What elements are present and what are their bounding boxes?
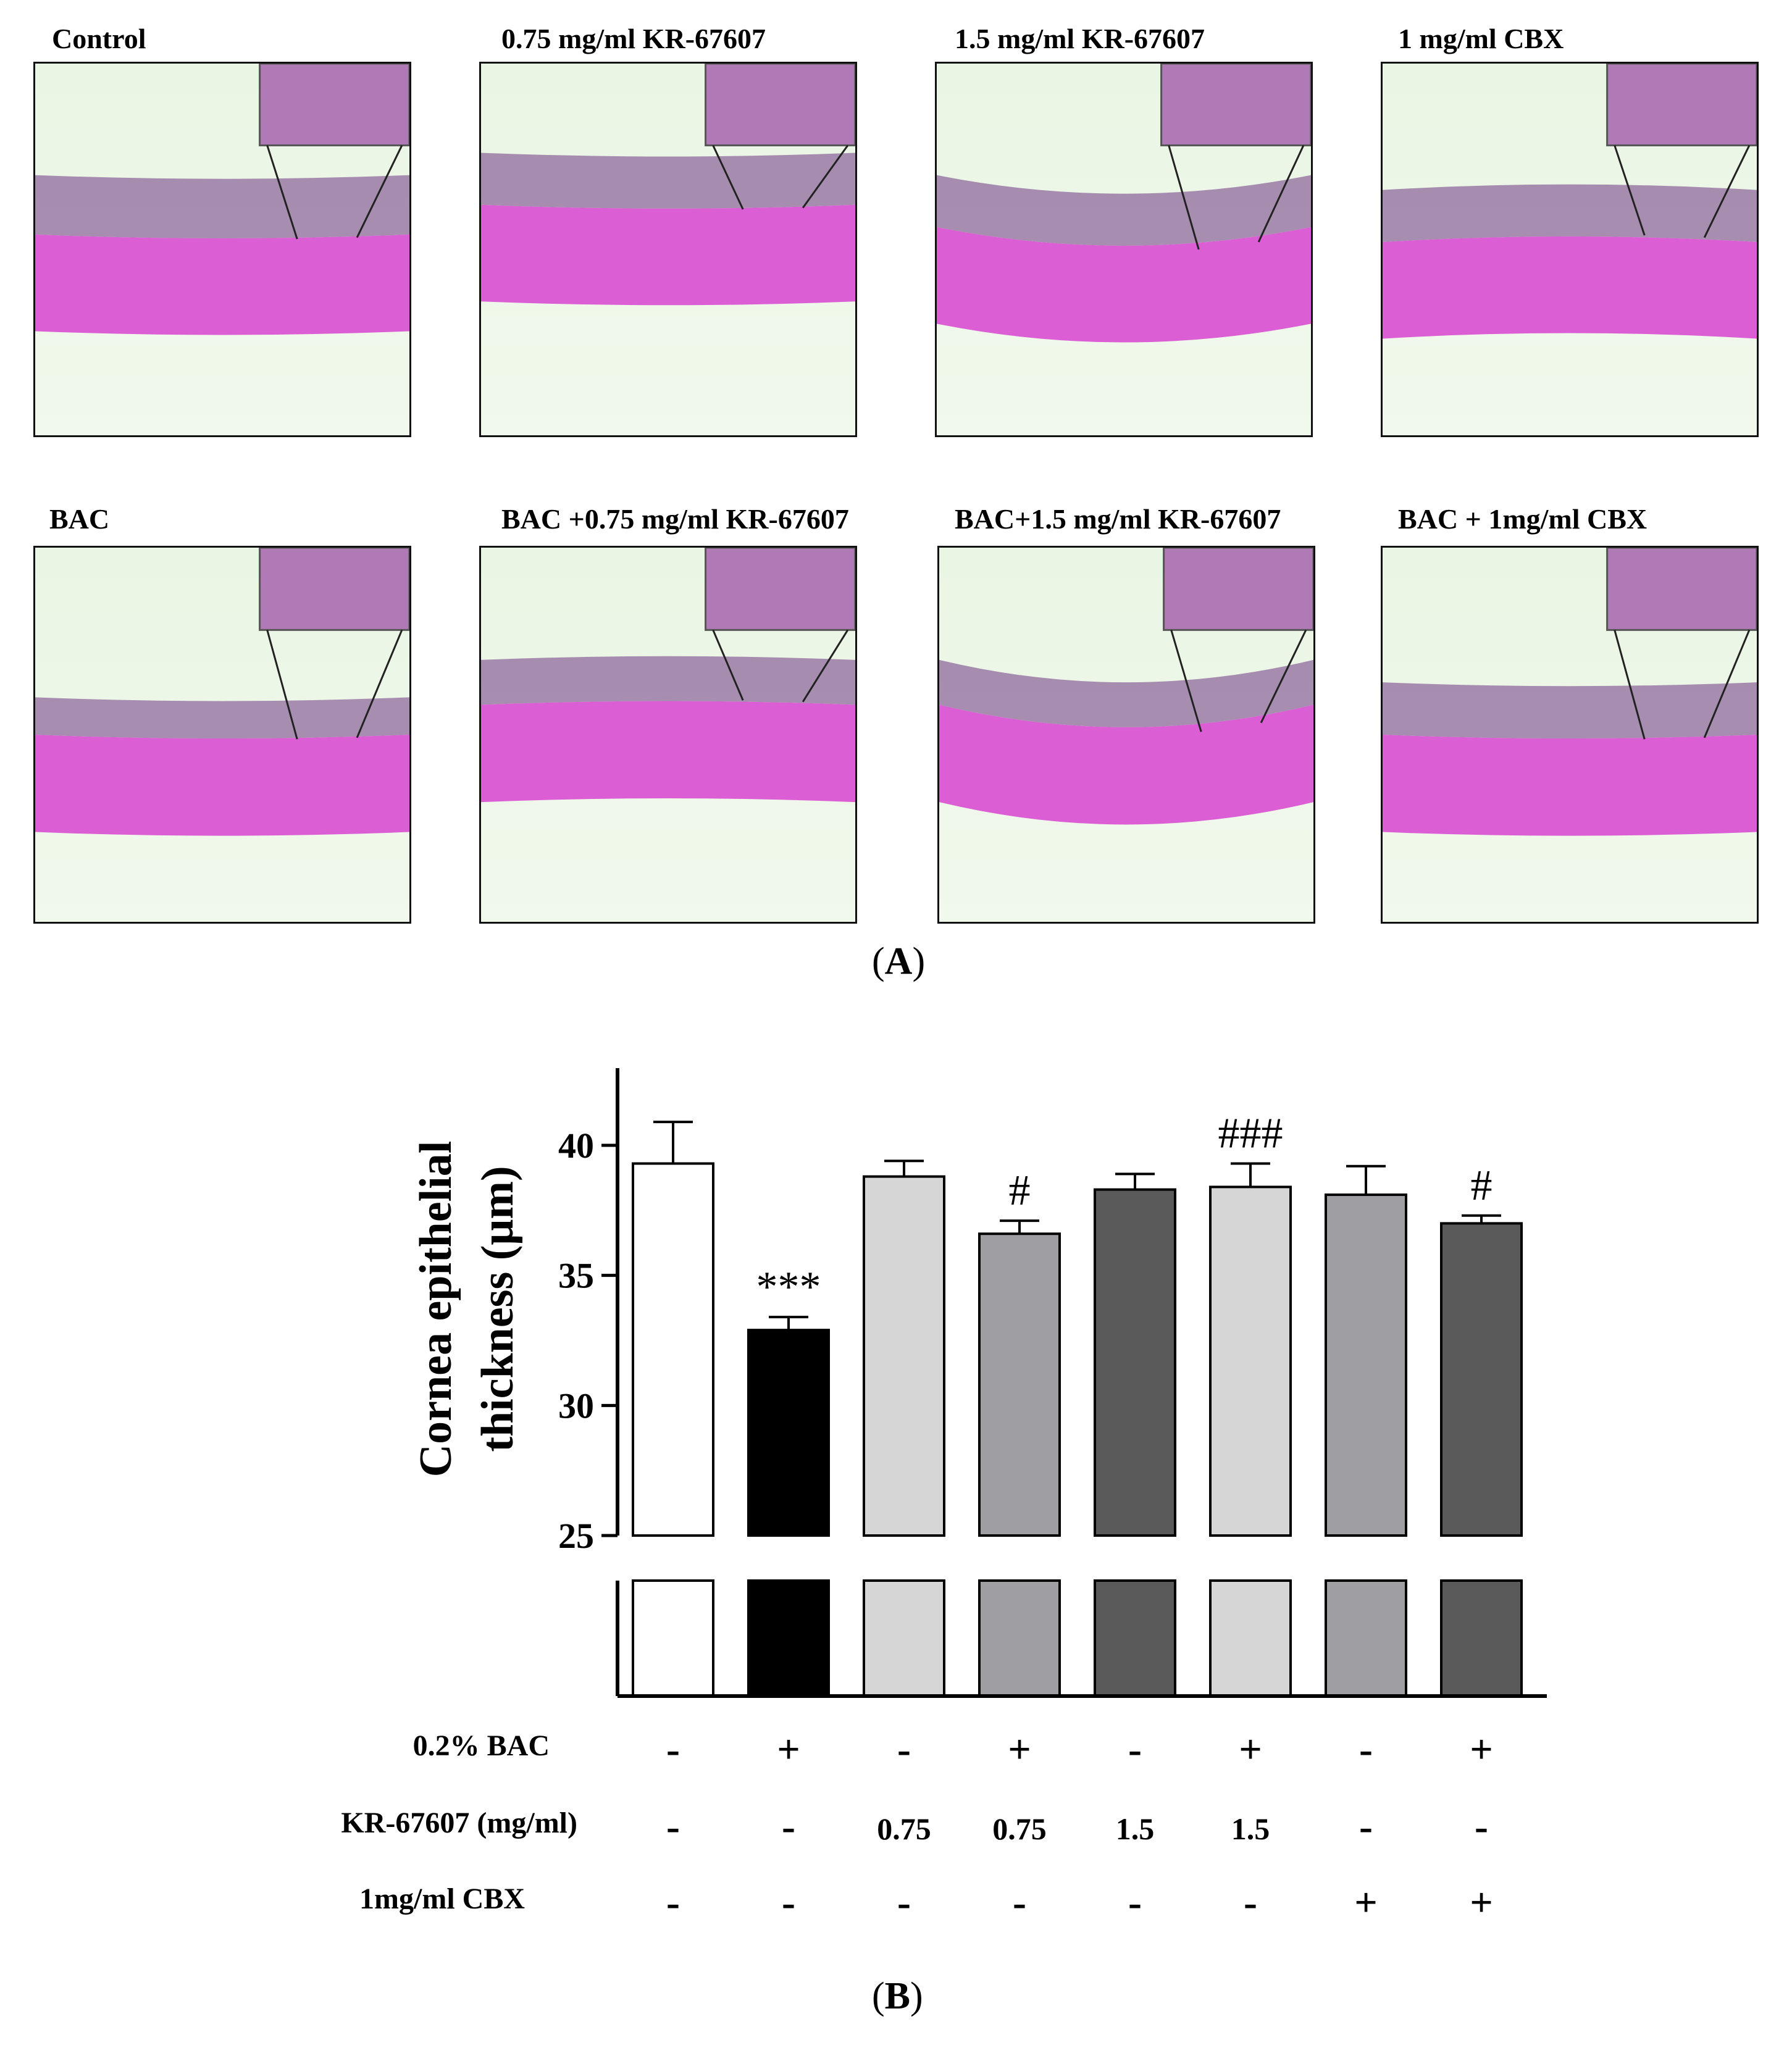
condition-cell-3-4: - (1013, 1880, 1026, 1925)
y-tick-label-40: 40 (558, 1126, 594, 1166)
panel-label-bac-kr-075: BAC +0.75 mg/ml KR-67607 (501, 503, 849, 535)
tissue-section-1 (35, 64, 409, 335)
condition-cell-2-7: - (1359, 1804, 1373, 1849)
y-tick-label-25: 25 (558, 1516, 594, 1556)
condition-cell-2-2: - (782, 1804, 795, 1849)
condition-cell-1-5: - (1128, 1727, 1142, 1772)
condition-cell-2-3: 0.75 (877, 1812, 931, 1846)
significance-mark-4: # (1009, 1167, 1031, 1214)
tissue-section-8 (1383, 548, 1757, 836)
condition-cell-3-7: + (1354, 1880, 1378, 1925)
bar-upper-2 (747, 1329, 830, 1537)
significance-mark-2: *** (756, 1263, 821, 1311)
micrograph-cbx (1381, 62, 1759, 437)
bar-upper-5 (1094, 1188, 1176, 1537)
significance-mark-6: ### (1218, 1110, 1283, 1157)
panel-letter-a-text: A (884, 940, 913, 982)
bar-upper-7 (1325, 1193, 1407, 1537)
micrograph-control (33, 62, 411, 437)
y-tick-label-35: 35 (558, 1256, 594, 1296)
bar-upper-3 (863, 1175, 945, 1537)
panel-label-bac: BAC (49, 503, 110, 535)
panel-label-kr-15: 1.5 mg/ml KR-67607 (955, 23, 1205, 54)
bar-upper-1 (632, 1162, 714, 1537)
tissue-section-4 (1383, 64, 1757, 339)
tissue-section-3 (937, 64, 1311, 343)
bar-upper-8 (1440, 1222, 1523, 1537)
micrograph-bac (33, 546, 411, 924)
micrograph-bac-kr-075 (479, 546, 857, 924)
y-axis-title-line1: Cornea epithelial (411, 1141, 461, 1477)
condition-label-3: 1mg/ml CBX (359, 1883, 525, 1915)
condition-cell-3-2: - (782, 1880, 795, 1925)
tissue-section-7 (939, 548, 1313, 825)
panel-label-control: Control (52, 23, 146, 54)
condition-cell-2-4: 0.75 (992, 1812, 1047, 1846)
bar-lower-7 (1325, 1579, 1407, 1697)
panel-label-bac-cbx: BAC + 1mg/ml CBX (1398, 503, 1648, 535)
bar-lower-5 (1094, 1579, 1176, 1697)
panel-label-bac-kr-15: BAC+1.5 mg/ml KR-67607 (955, 503, 1281, 535)
panel-label-cbx: 1 mg/ml CBX (1398, 23, 1564, 54)
condition-cell-2-1: - (666, 1804, 680, 1849)
condition-cell-3-3: - (897, 1880, 911, 1925)
condition-cell-2-5: 1.5 (1115, 1812, 1155, 1846)
bar-lower-1 (632, 1579, 714, 1697)
condition-cell-3-8: + (1470, 1880, 1493, 1925)
panel-label-kr-075: 0.75 mg/ml KR-67607 (501, 23, 766, 54)
bar-lower-4 (978, 1579, 1061, 1697)
condition-cell-2-6: 1.5 (1231, 1812, 1270, 1846)
condition-cell-3-5: - (1128, 1880, 1142, 1925)
y-tick-label-30: 30 (558, 1386, 594, 1426)
bar-upper-4 (978, 1232, 1061, 1537)
bar-upper-6 (1209, 1185, 1292, 1537)
bar-lower-2 (747, 1579, 830, 1697)
condition-label-2: KR-67607 (mg/ml) (341, 1807, 577, 1839)
tissue-section-6 (481, 548, 855, 803)
panel-letter-a: (A) (872, 940, 926, 982)
tissue-section-5 (35, 548, 409, 836)
condition-cell-1-8: + (1470, 1727, 1493, 1772)
condition-cell-1-4: + (1008, 1727, 1031, 1772)
condition-cell-1-2: + (777, 1727, 800, 1772)
bar-lower-8 (1440, 1579, 1523, 1697)
micrograph-kr-075 (479, 62, 857, 437)
condition-cell-1-7: - (1359, 1727, 1373, 1772)
panel-letter-b: (B) (872, 1975, 923, 2017)
micrograph-kr-15 (935, 62, 1313, 437)
y-axis-title-line2: thickness (μm) (472, 1166, 523, 1452)
condition-cell-1-3: - (897, 1727, 911, 1772)
micrograph-bac-cbx (1381, 546, 1759, 924)
significance-mark-8: # (1471, 1162, 1493, 1210)
bar-lower-3 (863, 1579, 945, 1697)
condition-cell-3-6: - (1244, 1880, 1257, 1925)
micrograph-bac-kr-15 (937, 546, 1315, 924)
tissue-section-2 (481, 64, 855, 306)
condition-label-1: 0.2% BAC (412, 1729, 550, 1762)
bar-lower-6 (1209, 1579, 1292, 1697)
condition-cell-1-1: - (666, 1727, 680, 1772)
condition-cell-2-8: - (1475, 1804, 1488, 1849)
condition-cell-3-1: - (666, 1880, 680, 1925)
condition-cell-1-6: + (1239, 1727, 1262, 1772)
panel-letter-b-text: B (884, 1975, 911, 2017)
